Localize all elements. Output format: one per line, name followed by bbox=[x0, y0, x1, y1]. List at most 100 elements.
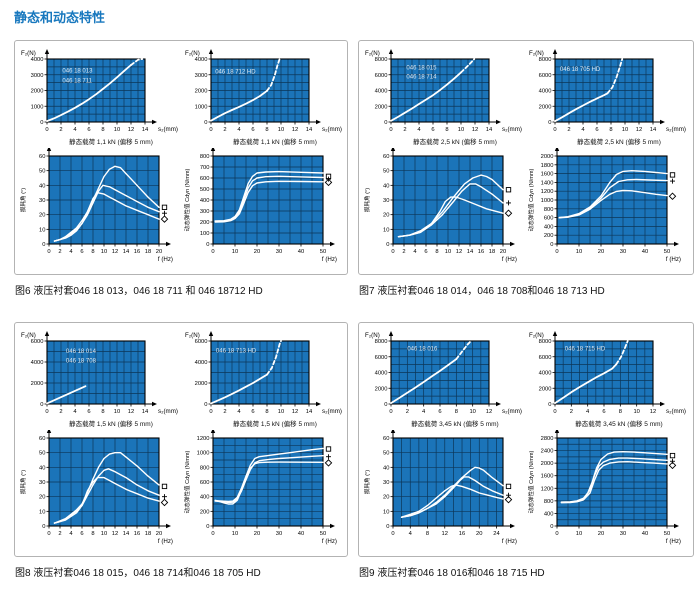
svg-text:2000: 2000 bbox=[539, 386, 552, 392]
svg-text:2000: 2000 bbox=[195, 89, 208, 95]
svg-text:8: 8 bbox=[265, 409, 268, 415]
svg-text:4: 4 bbox=[413, 249, 417, 255]
svg-text:50: 50 bbox=[39, 451, 45, 457]
svg-text:8: 8 bbox=[435, 249, 438, 255]
svg-text:12: 12 bbox=[486, 409, 492, 415]
content-area: 0 2 4 6 8 10 12 14 0 1000 2000 3000 4000 046 18 013 04… bbox=[14, 40, 694, 604]
svg-text:2000: 2000 bbox=[31, 89, 44, 95]
svg-text:1600: 1600 bbox=[541, 172, 554, 178]
svg-text:f (Hz): f (Hz) bbox=[322, 256, 337, 263]
svg-text:20: 20 bbox=[383, 495, 389, 501]
svg-text:6: 6 bbox=[251, 127, 254, 133]
svg-text:0: 0 bbox=[40, 120, 43, 126]
svg-text:40: 40 bbox=[298, 531, 304, 537]
svg-text:6: 6 bbox=[595, 127, 598, 133]
svg-text:0: 0 bbox=[42, 242, 45, 248]
svg-text:4000: 4000 bbox=[195, 360, 208, 366]
svg-text:6000: 6000 bbox=[31, 339, 44, 345]
static-load-caption: 静态载荷 1,5 kN (偏移 5 mm) bbox=[69, 421, 153, 428]
svg-text:4000: 4000 bbox=[375, 89, 388, 95]
static-force-deflection-chart: 0 2 4 6 8 10 12 0 2000 4000 6000 8000 046 18 715 HD F… bbox=[529, 331, 686, 415]
svg-text:046 18 016: 046 18 016 bbox=[407, 346, 438, 352]
svg-text:30: 30 bbox=[620, 531, 626, 537]
svg-text:0: 0 bbox=[206, 524, 209, 530]
svg-text:50: 50 bbox=[383, 451, 389, 457]
svg-text:8: 8 bbox=[609, 127, 612, 133]
svg-text:800: 800 bbox=[544, 499, 554, 505]
chart-cell: 0 2 4 6 8 10 12 14 16 18 20 0 10 20 30 40 50 60 损耗角 (°) f (… bbox=[361, 148, 525, 272]
svg-text:1200: 1200 bbox=[541, 189, 554, 195]
svg-text:8000: 8000 bbox=[539, 339, 552, 345]
svg-text:30: 30 bbox=[383, 480, 389, 486]
svg-text:6: 6 bbox=[602, 409, 605, 415]
svg-text:12: 12 bbox=[128, 409, 134, 415]
svg-text:6: 6 bbox=[251, 409, 254, 415]
svg-text:0: 0 bbox=[548, 120, 551, 126]
svg-text:046 18 715 HD: 046 18 715 HD bbox=[565, 346, 606, 352]
svg-text:20: 20 bbox=[156, 249, 162, 255]
svg-text:F₂(N): F₂(N) bbox=[529, 332, 544, 339]
svg-text:20: 20 bbox=[254, 249, 260, 255]
chart-cell: 0 2 4 6 8 10 12 14 0 1000 2000 3000 4000 046 18 712 H… bbox=[181, 45, 345, 148]
svg-text:20: 20 bbox=[598, 531, 604, 537]
svg-text:50: 50 bbox=[383, 169, 389, 175]
svg-text:100: 100 bbox=[200, 231, 210, 237]
loss-angle-chart: 0 2 4 6 8 10 12 14 16 18 20 0 10 20 30 40 50 60 损耗角 (°) f (… bbox=[363, 148, 517, 263]
svg-text:动态弹性值 Cdyn (N/mm): 动态弹性值 Cdyn (N/mm) bbox=[527, 168, 535, 231]
dynamic-stiffness-chart: 0 10 20 30 40 500100200300400500600700800动态弹性… bbox=[183, 148, 337, 263]
svg-text:4: 4 bbox=[586, 409, 590, 415]
svg-text:4: 4 bbox=[73, 127, 77, 133]
svg-text:60: 60 bbox=[39, 154, 45, 160]
svg-text:20: 20 bbox=[39, 495, 45, 501]
svg-text:10: 10 bbox=[445, 249, 451, 255]
svg-text:0: 0 bbox=[211, 531, 214, 537]
svg-text:损耗角 (°): 损耗角 (°) bbox=[19, 188, 27, 212]
chart-cell: 0 2 4 6 8 10 12 14 16 18 20 0 10 20 30 40 50 60 损耗角 (°) f (… bbox=[17, 148, 181, 272]
svg-text:6: 6 bbox=[80, 531, 83, 537]
figure-6-caption: 图6 液压衬套046 18 013，046 18 711 和 046 18712… bbox=[15, 286, 263, 297]
svg-text:s₂(mm): s₂(mm) bbox=[502, 408, 522, 415]
svg-text:14: 14 bbox=[123, 249, 130, 255]
svg-text:4000: 4000 bbox=[195, 57, 208, 63]
svg-text:800: 800 bbox=[200, 465, 210, 471]
svg-text:800: 800 bbox=[544, 207, 554, 213]
svg-text:6: 6 bbox=[87, 127, 90, 133]
svg-text:4: 4 bbox=[417, 127, 421, 133]
loss-angle-chart: 0 4 8 12 16 20 24 0 10 20 30 40 50 60 损耗角 (°) f (Hz) bbox=[363, 430, 517, 545]
svg-text:8000: 8000 bbox=[375, 339, 388, 345]
svg-text:300: 300 bbox=[200, 209, 210, 215]
svg-text:10: 10 bbox=[114, 127, 120, 133]
svg-text:0: 0 bbox=[47, 249, 50, 255]
svg-text:20: 20 bbox=[598, 249, 604, 255]
static-force-deflection-chart: 0 2 4 6 8 10 12 14 0 1000 2000 3000 4000 046 18 013 04… bbox=[21, 49, 178, 133]
svg-text:800: 800 bbox=[200, 154, 210, 160]
svg-text:12: 12 bbox=[442, 531, 448, 537]
svg-text:14: 14 bbox=[306, 409, 313, 415]
static-load-caption: 静态载荷 3,45 kN (偏移 5 mm) bbox=[575, 421, 663, 428]
svg-text:046 18 013: 046 18 013 bbox=[62, 68, 93, 74]
svg-text:4000: 4000 bbox=[375, 371, 388, 377]
figure-7-panel: 0 2 4 6 8 10 12 14 0 2000 4000 6000 8000 046 18 015 04… bbox=[358, 40, 694, 275]
svg-text:40: 40 bbox=[642, 249, 648, 255]
svg-text:4: 4 bbox=[422, 409, 426, 415]
chart-cell: 0 2 4 6 8 10 12 0 2000 4000 6000 8000 046 18 016 F₂(N… bbox=[361, 327, 525, 430]
static-load-caption: 静态载荷 2,5 kN (偏移 5 mm) bbox=[413, 139, 497, 146]
svg-text:60: 60 bbox=[383, 436, 389, 442]
static-load-caption: 静态载荷 1,1 kN (偏移 5 mm) bbox=[233, 139, 317, 146]
svg-text:6: 6 bbox=[438, 409, 441, 415]
svg-text:2400: 2400 bbox=[541, 449, 554, 455]
svg-text:2000: 2000 bbox=[539, 104, 552, 110]
svg-text:s₂(mm): s₂(mm) bbox=[158, 126, 178, 133]
static-load-caption: 静态载荷 3,45 kN (偏移 5 mm) bbox=[411, 421, 499, 428]
svg-text:2: 2 bbox=[58, 531, 61, 537]
svg-text:s₂(mm): s₂(mm) bbox=[666, 408, 686, 415]
svg-text:12: 12 bbox=[292, 409, 298, 415]
svg-text:046 18 712 HD: 046 18 712 HD bbox=[215, 69, 256, 75]
svg-text:损耗角 (°): 损耗角 (°) bbox=[363, 470, 371, 494]
dynamic-stiffness-chart: 0 10 20 30 40 50 0 200 400 600 800 1000 1200 动态弹性值 Cd… bbox=[183, 430, 337, 545]
svg-text:16: 16 bbox=[134, 249, 140, 255]
svg-text:700: 700 bbox=[200, 165, 210, 171]
svg-text:10: 10 bbox=[39, 227, 45, 233]
static-force-deflection-chart: 0 2 4 6 8 10 12 14 0 1000 2000 3000 4000 046 18 712 H… bbox=[185, 49, 342, 133]
svg-text:10: 10 bbox=[458, 127, 464, 133]
